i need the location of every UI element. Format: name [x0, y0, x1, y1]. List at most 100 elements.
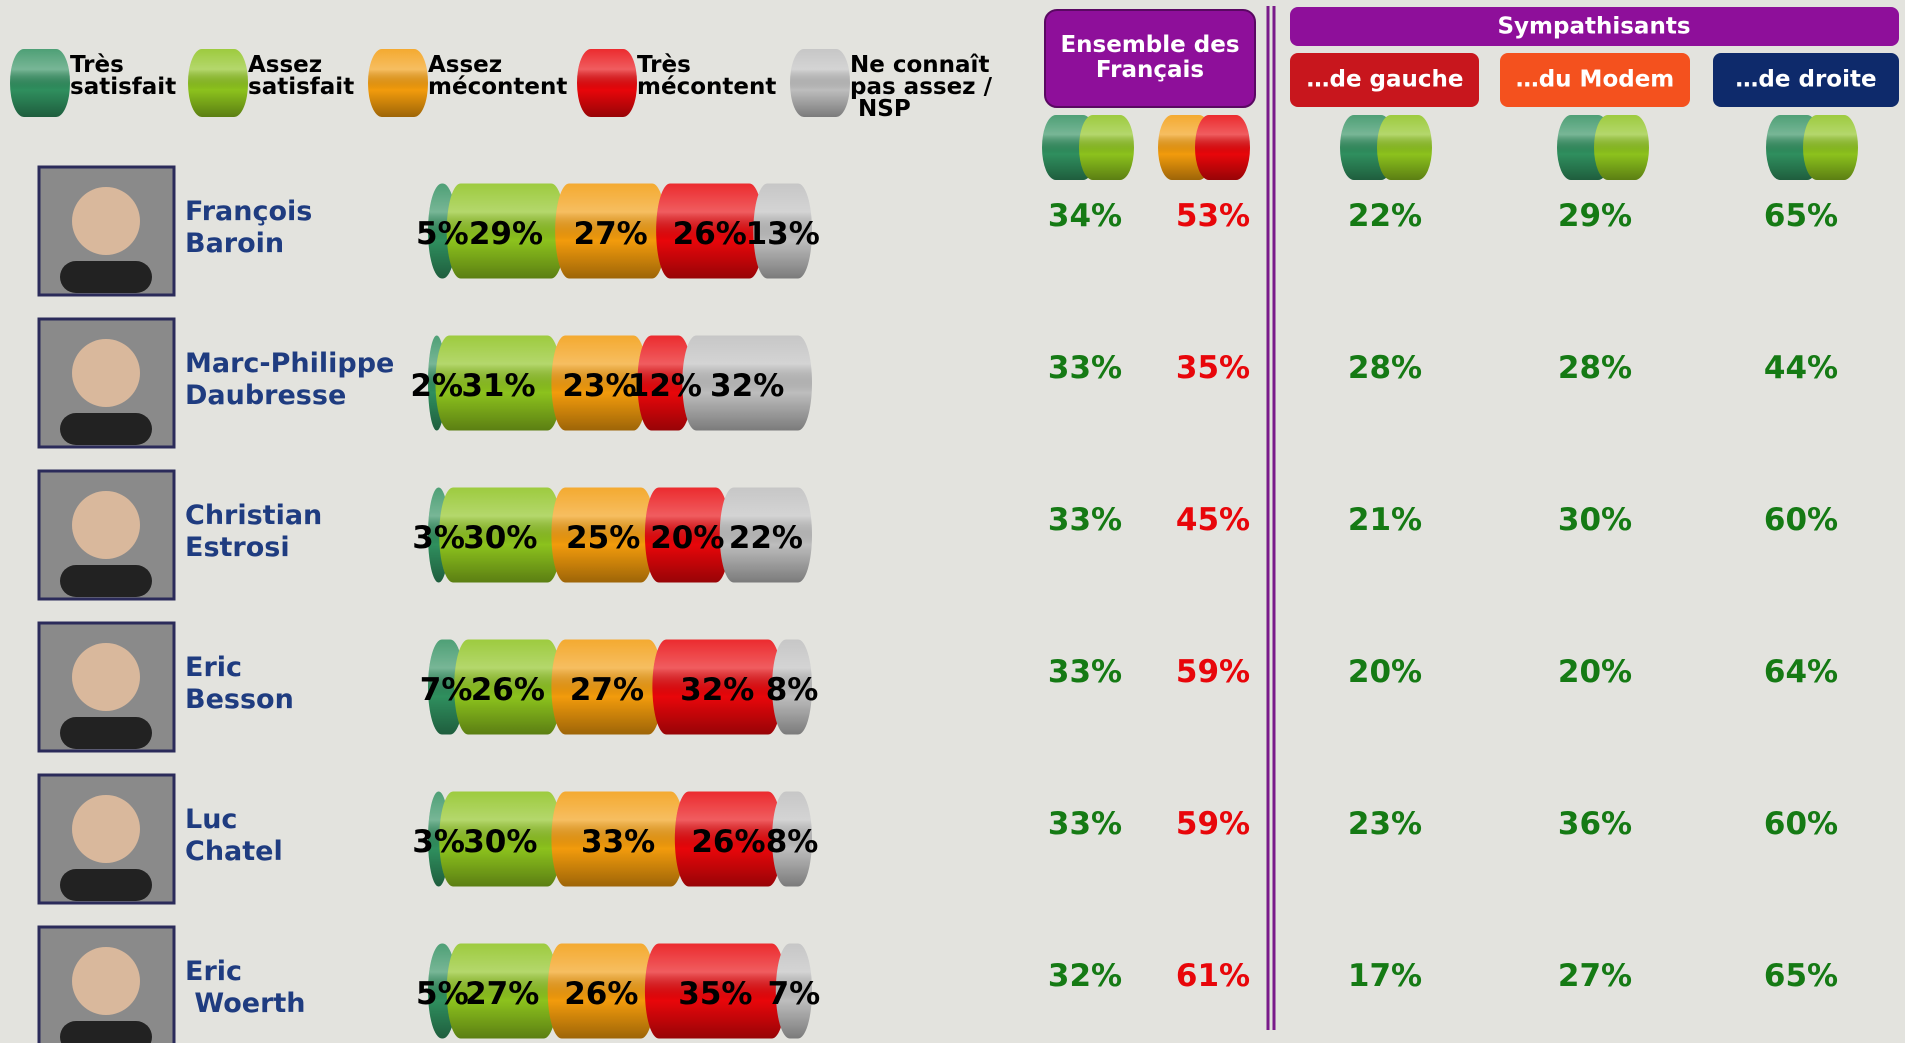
- bar-label: 27%: [569, 672, 645, 708]
- legend-label: Très satisfait: [70, 52, 177, 100]
- table-value: 17%: [1347, 958, 1423, 994]
- table-value: 64%: [1763, 654, 1839, 690]
- table-value: 20%: [1557, 654, 1633, 690]
- bar-label: 31%: [461, 368, 536, 404]
- subheader: …de gauche: [1306, 66, 1464, 93]
- table-value: 61%: [1175, 958, 1251, 994]
- subheader-box: [1290, 53, 1479, 107]
- ensemble-header: Ensemble des Français: [1060, 32, 1240, 83]
- table-value: 65%: [1763, 958, 1839, 994]
- legend-swatch: [790, 49, 850, 117]
- candidate-name: François Baroin: [185, 196, 313, 259]
- legend-label: Ne connaît pas assez / NSP: [850, 52, 992, 122]
- table-value: 36%: [1557, 806, 1633, 842]
- candidate-name: Eric Woerth: [185, 956, 306, 1019]
- table-value: 32%: [1047, 958, 1123, 994]
- candidate-name: Christian Estrosi: [185, 500, 323, 563]
- bar-label: 22%: [728, 520, 803, 556]
- table-value: 21%: [1347, 502, 1423, 538]
- bar-label: 13%: [745, 216, 820, 252]
- legend-swatch: [368, 49, 428, 117]
- photo-body: [60, 413, 152, 445]
- table-value: 29%: [1557, 198, 1633, 234]
- bar-label: 7%: [767, 976, 821, 1012]
- bar-label: 12%: [627, 368, 702, 404]
- bar-label: 33%: [581, 824, 656, 860]
- table-value: 44%: [1763, 350, 1839, 386]
- legend-swatch: [188, 49, 248, 117]
- table-value: 45%: [1175, 502, 1251, 538]
- bar-label: 8%: [765, 672, 819, 708]
- table-value: 23%: [1347, 806, 1423, 842]
- photo-body: [60, 261, 152, 293]
- candidate-name: Marc-Philippe Daubresse: [185, 348, 395, 411]
- bar-label: 26%: [672, 216, 747, 252]
- bar-label: 32%: [710, 368, 785, 404]
- bar-label: 26%: [691, 824, 766, 860]
- table-value: 33%: [1047, 350, 1123, 386]
- bar-label: 3%: [412, 824, 465, 860]
- header-icon: [1377, 115, 1432, 180]
- table-value: 33%: [1047, 654, 1123, 690]
- table-value: 60%: [1763, 502, 1839, 538]
- photo-face: [72, 795, 140, 863]
- candidate-name: Eric Besson: [185, 652, 294, 715]
- photo-face: [72, 339, 140, 407]
- table-value: 22%: [1347, 198, 1423, 234]
- bar-label: 30%: [463, 520, 538, 556]
- table-value: 35%: [1175, 350, 1251, 386]
- bar-label: 32%: [680, 672, 755, 708]
- table-value: 65%: [1763, 198, 1839, 234]
- bar-label: 27%: [573, 216, 648, 252]
- table-value: 20%: [1347, 654, 1423, 690]
- table-value: 34%: [1047, 198, 1123, 234]
- photo-body: [60, 869, 152, 901]
- photo-body: [60, 565, 152, 597]
- bar-label: 5%: [416, 976, 469, 1012]
- table-value: 59%: [1175, 654, 1251, 690]
- table-value: 59%: [1175, 806, 1251, 842]
- bar-label: 8%: [765, 824, 819, 860]
- bar-label: 26%: [470, 672, 545, 708]
- photo-face: [72, 643, 140, 711]
- group-header-box: [1290, 7, 1899, 46]
- table-value: 27%: [1557, 958, 1633, 994]
- photo-face: [72, 187, 140, 255]
- bar-label: 29%: [468, 216, 544, 252]
- bar-label: 2%: [410, 368, 464, 404]
- subheader-box: [1500, 53, 1690, 107]
- group-header: Sympathisants: [1497, 13, 1691, 40]
- photo-body: [60, 717, 152, 749]
- header-icon: [1079, 115, 1134, 180]
- subheader-box: [1713, 53, 1899, 107]
- table-value: 30%: [1557, 502, 1633, 538]
- table-value: 33%: [1047, 806, 1123, 842]
- legend-swatch: [577, 49, 637, 117]
- table-value: 33%: [1047, 502, 1123, 538]
- legend-label: Assez mécontent: [428, 52, 568, 100]
- subheader: …du Modem: [1515, 66, 1675, 93]
- photo-body: [60, 1021, 152, 1043]
- bar-label: 5%: [416, 216, 469, 252]
- table-value: 60%: [1763, 806, 1839, 842]
- header-icon: [1195, 115, 1250, 180]
- header-icon: [1803, 115, 1858, 180]
- candidate-name: Luc Chatel: [185, 804, 283, 867]
- bar-label: 35%: [678, 976, 753, 1012]
- bar-label: 20%: [650, 520, 725, 556]
- header-icon: [1594, 115, 1649, 180]
- bar-label: 23%: [562, 368, 637, 404]
- bar-label: 30%: [463, 824, 538, 860]
- bar-label: 7%: [419, 672, 473, 708]
- table-value: 28%: [1557, 350, 1633, 386]
- subheader: …de droite: [1735, 66, 1877, 93]
- table-value: 28%: [1347, 350, 1423, 386]
- bar-label: 3%: [412, 520, 465, 556]
- bar-label: 25%: [566, 520, 641, 556]
- bar-label: 27%: [465, 976, 540, 1012]
- photo-face: [72, 947, 140, 1015]
- photo-face: [72, 491, 140, 559]
- bar-label: 26%: [564, 976, 639, 1012]
- table-value: 53%: [1175, 198, 1251, 234]
